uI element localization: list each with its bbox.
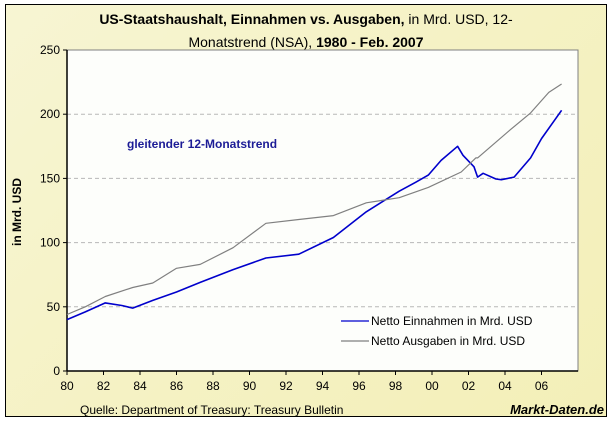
series-line-ausgaben	[66, 83, 562, 316]
series-lines	[66, 83, 563, 321]
y-tick-label: 100	[40, 236, 60, 250]
x-tick-label: 02	[462, 379, 476, 393]
x-tick-label: 84	[133, 379, 147, 393]
source-note: Quelle: Department of Treasury: Treasury…	[80, 403, 343, 417]
chart-title: US-Staatshaushalt, Einnahmen vs. Ausgabe…	[0, 8, 612, 54]
legend-label-ausgaben: Netto Ausgaben in Mrd. USD	[371, 334, 525, 348]
x-tick-label: 04	[498, 379, 512, 393]
brand-logo: Markt-Daten.de	[510, 402, 604, 417]
x-tick-label: 86	[170, 379, 184, 393]
title-main: US-Staatshaushalt, Einnahmen vs. Ausgabe…	[99, 11, 405, 27]
title-period: 1980 - Feb. 2007	[316, 34, 424, 50]
legend-label-einnahmen: Netto Einnahmen in Mrd. USD	[371, 314, 533, 328]
x-tick-label: 98	[389, 379, 403, 393]
y-axis-label: in Mrd. USD	[10, 178, 24, 246]
x-axis: 80 82 84 86 88 90 92 94 96 98 00 02 04 06	[60, 370, 578, 393]
title-trend: Monatstrend (NSA),	[188, 34, 317, 50]
y-tick-label: 50	[47, 300, 61, 314]
trend-annotation: gleitender 12-Monatstrend	[127, 137, 277, 151]
x-tick-label: 90	[243, 379, 257, 393]
title-unit: in Mrd. USD, 12-	[404, 11, 513, 27]
y-tick-label: 250	[40, 43, 60, 57]
x-tick-label: 92	[279, 379, 293, 393]
y-tick-label: 0	[53, 364, 60, 378]
y-tick-label: 200	[40, 107, 60, 121]
x-tick-label: 82	[97, 379, 111, 393]
x-tick-label: 00	[425, 379, 439, 393]
x-tick-label: 96	[352, 379, 366, 393]
x-tick-label: 80	[60, 379, 74, 393]
x-tick-label: 06	[535, 379, 549, 393]
x-tick-label: 94	[316, 379, 330, 393]
x-tick-label: 88	[206, 379, 220, 393]
y-tick-label: 150	[40, 171, 60, 185]
plot-area	[66, 49, 579, 372]
legend: Netto Einnahmen in Mrd. USD Netto Ausgab…	[341, 314, 533, 348]
y-axis: 0 50 100 150 200 250	[40, 43, 68, 378]
series-line-einnahmen	[66, 109, 563, 321]
